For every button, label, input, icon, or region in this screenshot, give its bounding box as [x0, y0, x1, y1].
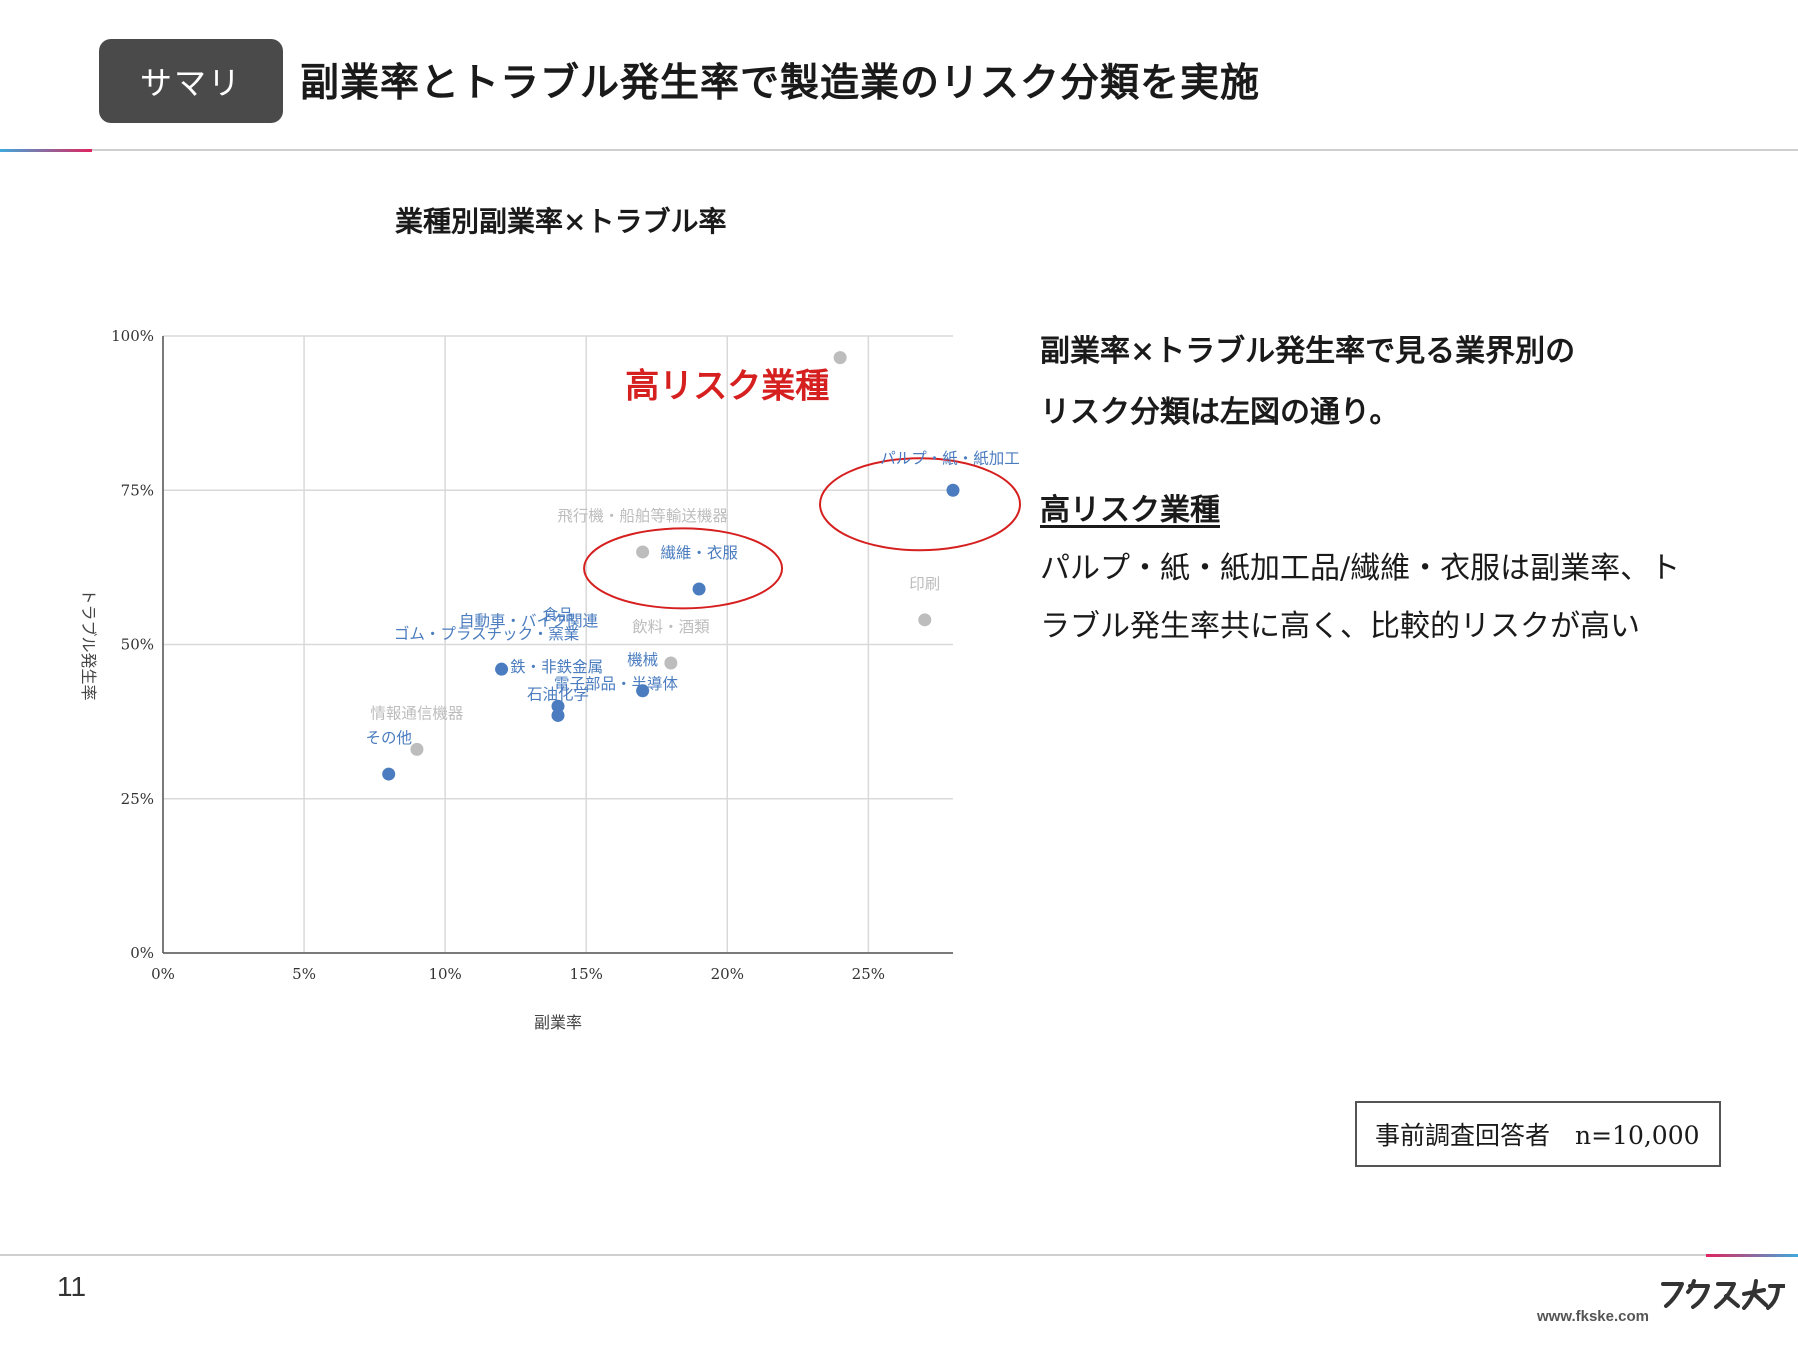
- y-tick-label: 50%: [121, 636, 154, 654]
- x-tick-label: 15%: [570, 965, 603, 983]
- data-label: その他: [365, 729, 412, 747]
- data-label: 繊維・衣服: [660, 544, 738, 562]
- y-tick-label: 100%: [111, 327, 154, 345]
- data-label: パルプ・紙・紙加工: [880, 449, 1020, 467]
- data-label: 食品: [542, 606, 573, 624]
- scatter-chart: 0% 5% 10% 15% 20% 25% 0% 25% 50% 75% 100% 副業率 トラブル発生…: [79, 327, 1021, 1032]
- high-risk-body-1: パルプ・紙・紙加工品/繊維・衣服は副業率、ト: [1040, 551, 1681, 586]
- data-label: 自動車・バイク関連: [459, 612, 599, 630]
- high-risk-annotation: 高リスク業種: [625, 368, 829, 406]
- y-axis-label: トラブル発生率: [79, 588, 98, 700]
- data-point: [551, 699, 565, 713]
- data-point: [551, 708, 565, 722]
- high-risk-body-2: ラブル発生率共に高く、比較的リスクが高い: [1040, 609, 1640, 644]
- data-label: 印刷: [909, 575, 940, 593]
- brand-url: www.fkske.com: [1537, 1308, 1649, 1325]
- data-point: [382, 767, 396, 781]
- x-tick-label: 20%: [711, 965, 744, 983]
- sample-size-note: 事前調査回答者 n=10,000: [1355, 1101, 1721, 1167]
- data-point: [495, 662, 509, 676]
- data-point: [918, 613, 932, 627]
- data-label: ゴム・プラスチック・窯業: [394, 624, 579, 643]
- data-point: [833, 351, 847, 365]
- data-label: 飲料・酒類: [632, 618, 710, 636]
- summary-line-1: 副業率×トラブル発生率で見る業界別の: [1040, 334, 1576, 369]
- page-number: 11: [57, 1271, 87, 1302]
- x-tick-label: 10%: [428, 965, 461, 983]
- summary-line-2: リスク分類は左図の通り。: [1040, 395, 1400, 430]
- high-risk-ellipse-textile: [583, 527, 784, 610]
- data-label: 情報通信機器: [370, 704, 464, 722]
- x-axis-label: 副業率: [534, 1014, 582, 1032]
- summary-badge: サマリ: [99, 39, 283, 123]
- brand-logo: [1661, 1279, 1785, 1310]
- data-point: [692, 582, 706, 596]
- data-label: 鉄・非鉄金属: [510, 658, 603, 676]
- chart-title: 業種別副業率×トラブル率: [395, 205, 727, 238]
- data-point: [410, 742, 424, 756]
- page-title: 副業率とトラブル発生率で製造業のリスク分類を実施: [300, 60, 1261, 106]
- data-label: 飛行機・船舶等輸送機器: [557, 507, 728, 525]
- header-divider-accent: [0, 149, 92, 152]
- data-point: [946, 483, 960, 497]
- x-tick-label: 25%: [852, 965, 885, 983]
- footer-divider-accent: [1706, 1254, 1798, 1257]
- x-tick-label: 0%: [151, 965, 175, 983]
- high-risk-ellipse-pulp: [819, 457, 1021, 552]
- y-tick-label: 25%: [121, 790, 154, 808]
- y-tick-label: 0%: [130, 944, 154, 962]
- data-label: 電子部品・半導体: [554, 675, 679, 693]
- data-label: 機械: [627, 651, 658, 669]
- footer-divider: [0, 1254, 1798, 1256]
- header-divider: [0, 149, 1798, 151]
- data-point: [636, 545, 650, 559]
- x-tick-label: 5%: [292, 965, 316, 983]
- y-tick-label: 75%: [121, 481, 154, 499]
- data-point: [636, 684, 650, 698]
- high-risk-heading: 高リスク業種: [1040, 493, 1220, 528]
- data-label: 石油化学: [527, 685, 589, 703]
- data-point: [664, 656, 678, 670]
